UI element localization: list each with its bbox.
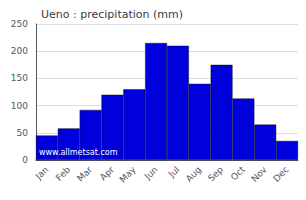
svg-text:www.allmetsat.com: www.allmetsat.com: [39, 148, 118, 157]
svg-text:150: 150: [11, 73, 28, 83]
svg-text:Feb: Feb: [54, 164, 73, 183]
svg-text:Mar: Mar: [75, 164, 94, 183]
svg-text:200: 200: [11, 46, 28, 56]
svg-text:Dec: Dec: [271, 164, 290, 183]
svg-text:Aug: Aug: [184, 164, 203, 183]
svg-text:Jun: Jun: [142, 164, 160, 182]
svg-text:50: 50: [17, 128, 29, 138]
svg-text:Nov: Nov: [249, 164, 269, 184]
svg-text:Sep: Sep: [206, 164, 225, 183]
svg-text:250: 250: [11, 19, 28, 29]
svg-text:Jul: Jul: [166, 164, 181, 179]
svg-text:Oct: Oct: [229, 164, 247, 182]
svg-text:Apr: Apr: [98, 164, 116, 182]
svg-text:0: 0: [22, 155, 28, 165]
svg-text:May: May: [118, 164, 139, 185]
svg-text:Ueno : precipitation (mm): Ueno : precipitation (mm): [41, 8, 183, 21]
svg-text:Jan: Jan: [33, 164, 51, 182]
svg-text:100: 100: [11, 101, 28, 111]
